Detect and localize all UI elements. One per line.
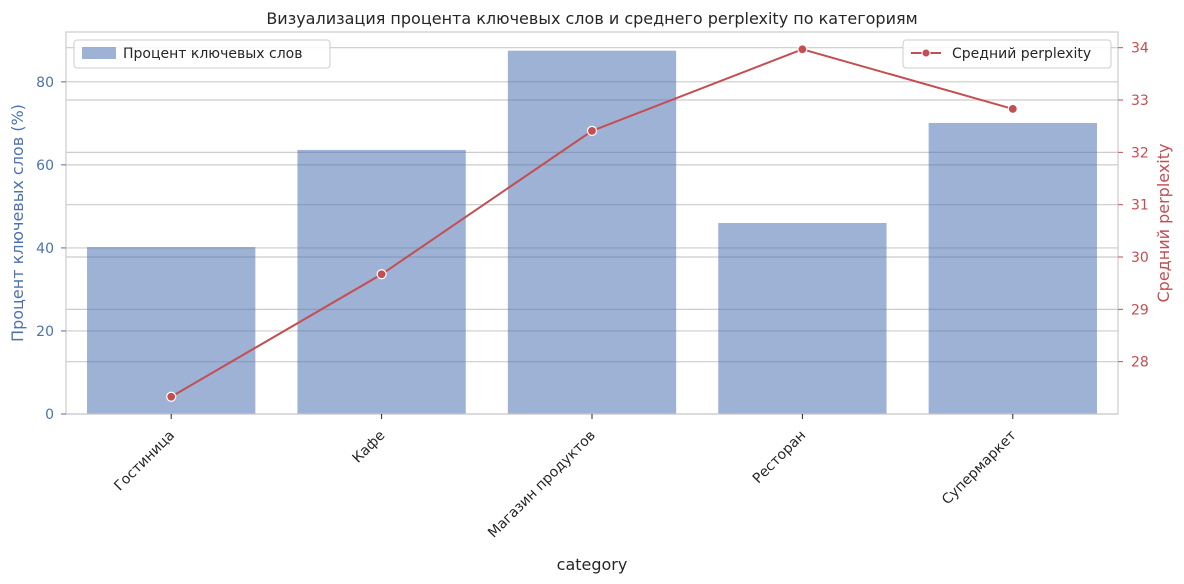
y-right-tick-label: 28 xyxy=(1131,355,1149,371)
legend-bar-label: Процент ключевых слов xyxy=(123,46,302,62)
legend-right: Средний perplexity xyxy=(902,39,1112,69)
y-right-tick-label: 34 xyxy=(1131,41,1149,57)
y-left-tick-label: 60 xyxy=(36,158,54,174)
perplexity-line xyxy=(166,44,1018,402)
y-right-tick-label: 29 xyxy=(1131,302,1149,318)
y-left-tick-label: 20 xyxy=(36,324,54,340)
y-axis-left-ticks: 0 20 40 60 80 xyxy=(36,75,66,423)
y-left-tick-label: 40 xyxy=(36,241,54,257)
y-right-tick-label: 31 xyxy=(1131,198,1149,214)
x-tick-label: Гостиница xyxy=(111,428,178,495)
y-right-tick-label: 32 xyxy=(1131,145,1149,161)
legend-bar-swatch xyxy=(82,47,116,59)
bar xyxy=(507,50,677,414)
legend-line-marker xyxy=(921,48,931,58)
line-point xyxy=(1007,103,1018,115)
y-axis-left-label: Процент ключевых слов (%) xyxy=(8,104,27,342)
y-right-tick-label: 30 xyxy=(1131,250,1149,266)
y-right-tick-label: 33 xyxy=(1131,93,1149,109)
bars xyxy=(87,50,1097,414)
x-axis-ticks: Гостиница Кафе Магазин продуктов Ресторан Су… xyxy=(111,414,1020,542)
legend-left: Процент ключевых слов xyxy=(73,39,331,69)
bar xyxy=(297,149,466,414)
x-tick-label: Супермаркет xyxy=(939,428,1020,509)
bar xyxy=(87,247,256,414)
line-point xyxy=(376,269,387,280)
x-tick-label: Ресторан xyxy=(750,428,809,487)
line-point xyxy=(586,125,598,137)
y-axis-right-ticks: 28 29 30 31 32 33 34 xyxy=(1118,41,1149,371)
legend-left-box xyxy=(73,39,331,69)
line-point xyxy=(797,44,808,55)
y-axis-right-label: Средний perplexity xyxy=(1154,144,1173,303)
legend-line-label: Средний perplexity xyxy=(952,46,1091,62)
legend-right-box xyxy=(902,39,1112,69)
line-point xyxy=(166,391,177,402)
x-tick-label: Магазин продуктов xyxy=(485,428,599,542)
bar xyxy=(928,122,1097,414)
x-axis-label: category xyxy=(557,555,628,574)
x-tick-label: Кафе xyxy=(349,428,388,467)
y-left-tick-label: 80 xyxy=(36,75,54,91)
chart-title: Визуализация процента ключевых слов и ср… xyxy=(266,9,917,28)
y-left-tick-label: 0 xyxy=(45,407,54,423)
bar xyxy=(718,223,887,414)
